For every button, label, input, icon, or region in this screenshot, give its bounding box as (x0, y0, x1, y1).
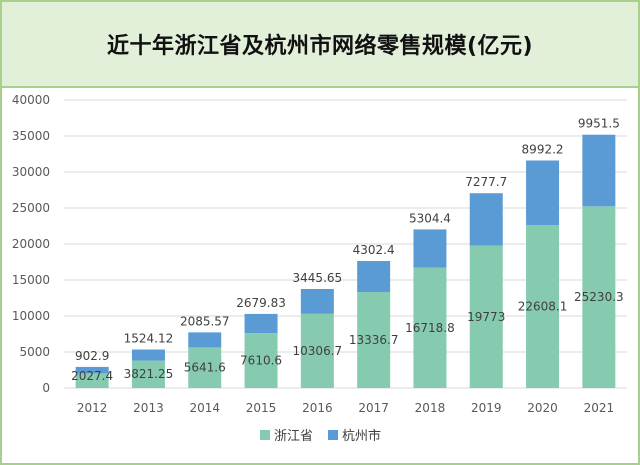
y-tick-label: 15000 (12, 273, 50, 287)
data-label-zhejiang: 5641.6 (184, 361, 226, 375)
data-label-zhejiang: 16718.8 (405, 321, 455, 335)
bar-zhejiang (188, 347, 222, 388)
data-label-hangzhou: 2085.57 (180, 314, 230, 328)
data-label-zhejiang: 19773 (467, 310, 505, 324)
bar-hangzhou (413, 229, 447, 268)
bar-hangzhou (188, 332, 222, 348)
bar-hangzhou (357, 260, 391, 292)
chart-header: 近十年浙江省及杭州市网络零售规模(亿元) (2, 2, 638, 88)
y-tick-label: 20000 (12, 237, 50, 251)
bar-zhejiang (357, 291, 391, 388)
bar-hangzhou (582, 134, 616, 207)
x-tick-label: 2012 (77, 401, 108, 415)
data-label-hangzhou: 902.9 (75, 349, 109, 363)
data-label-zhejiang: 22608.1 (518, 300, 568, 314)
y-tick-label: 40000 (12, 93, 50, 107)
data-label-hangzhou: 5304.4 (409, 211, 451, 225)
bar-zhejiang (300, 313, 334, 388)
x-tick-label: 2014 (189, 401, 220, 415)
bar-hangzhou (75, 366, 109, 374)
legend-label-zhejiang: 浙江省 (274, 429, 313, 444)
data-label-hangzhou: 2679.83 (236, 296, 286, 310)
y-tick-label: 5000 (19, 345, 50, 359)
data-label-zhejiang: 25230.3 (574, 290, 624, 304)
y-tick-label: 10000 (12, 309, 50, 323)
legend-swatch-hangzhou (328, 430, 338, 440)
x-tick-label: 2018 (415, 401, 446, 415)
data-label-zhejiang: 13336.7 (349, 333, 399, 347)
y-tick-label: 25000 (12, 201, 50, 215)
legend-label-hangzhou: 杭州市 (342, 428, 381, 444)
x-tick-label: 2021 (584, 401, 615, 415)
bar-hangzhou (131, 349, 165, 361)
y-tick-label: 30000 (12, 165, 50, 179)
x-tick-label: 2020 (527, 401, 558, 415)
legend-swatch-zhejiang (260, 430, 270, 440)
bar-hangzhou (300, 288, 334, 314)
bar-zhejiang (131, 360, 165, 388)
bar-zhejiang (526, 225, 560, 388)
data-label-zhejiang: 10306.7 (293, 344, 343, 358)
data-label-zhejiang: 7610.6 (240, 354, 282, 368)
data-label-hangzhou: 7277.7 (465, 175, 507, 189)
y-tick-label: 35000 (12, 129, 50, 143)
bar-zhejiang (413, 267, 447, 388)
x-tick-label: 2017 (358, 401, 389, 415)
data-label-hangzhou: 1524.12 (124, 332, 174, 346)
x-tick-label: 2019 (471, 401, 502, 415)
data-label-zhejiang: 2027.4 (71, 369, 113, 383)
bar-hangzhou (469, 193, 503, 246)
bar-zhejiang (582, 206, 616, 388)
bar-zhejiang (75, 373, 109, 388)
data-label-zhejiang: 3821.25 (124, 367, 174, 381)
bar-zhejiang (244, 333, 278, 388)
x-tick-label: 2016 (302, 401, 333, 415)
x-tick-label: 2015 (246, 401, 277, 415)
data-label-hangzhou: 3445.65 (293, 271, 343, 285)
stacked-bar-chart: 0 5000 10000 15000 20000 25000 30000 35000 40000… (12, 93, 627, 444)
bar-hangzhou (244, 313, 278, 334)
y-tick-label: 0 (42, 381, 50, 395)
chart-title: 近十年浙江省及杭州市网络零售规模(亿元) (106, 34, 534, 59)
data-label-hangzhou: 8992.2 (522, 142, 564, 156)
bar-zhejiang (469, 245, 503, 388)
data-label-hangzhou: 9951.5 (578, 117, 620, 131)
data-label-hangzhou: 4302.4 (353, 243, 395, 257)
bar-hangzhou (526, 160, 560, 226)
x-tick-label: 2013 (133, 401, 164, 415)
